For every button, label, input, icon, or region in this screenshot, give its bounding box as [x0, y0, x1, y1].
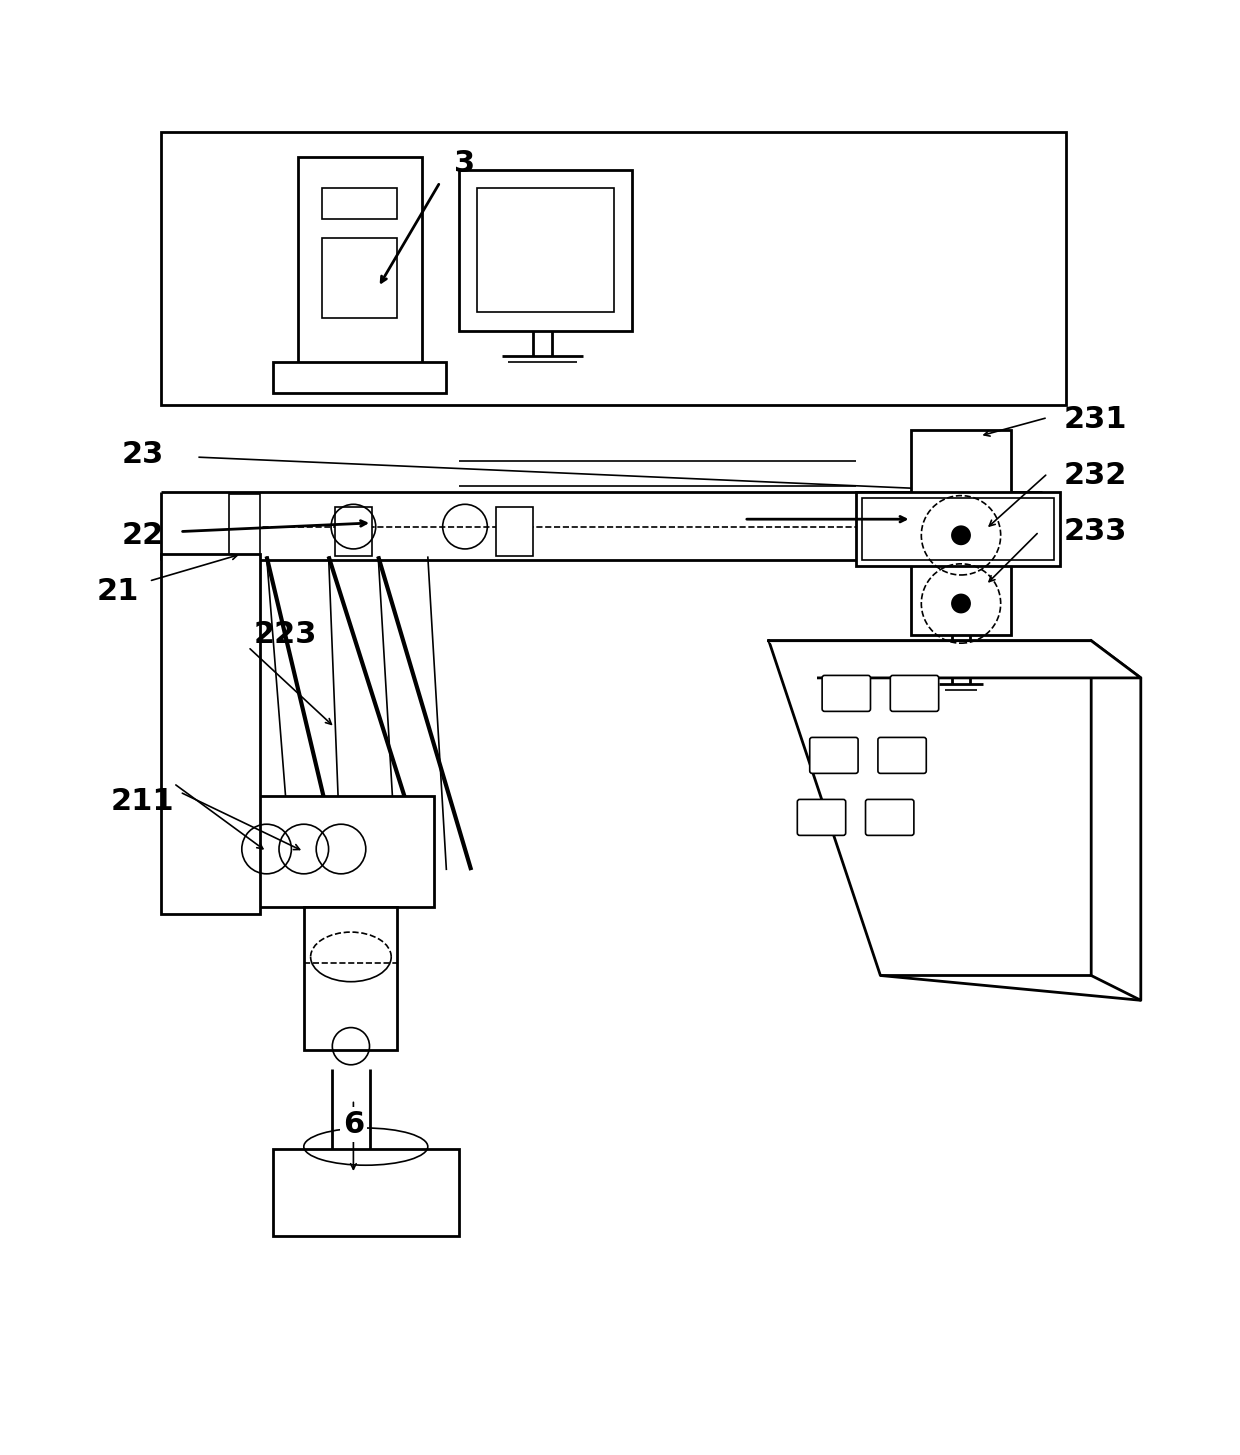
Bar — [335, 506, 372, 556]
Bar — [322, 188, 397, 220]
Bar — [242, 796, 434, 908]
Text: 6: 6 — [342, 1110, 365, 1139]
Polygon shape — [769, 640, 1091, 975]
Polygon shape — [1091, 640, 1141, 1000]
Bar — [322, 237, 397, 319]
Bar — [161, 554, 260, 914]
Bar — [862, 498, 1054, 560]
Bar — [856, 492, 1060, 566]
Bar — [477, 188, 614, 313]
Bar — [161, 132, 1066, 404]
Text: 22: 22 — [122, 521, 164, 550]
Bar — [304, 908, 397, 1051]
Text: 3: 3 — [454, 148, 476, 178]
FancyBboxPatch shape — [822, 675, 870, 711]
Bar — [298, 157, 422, 368]
Bar — [229, 495, 260, 556]
Text: 211: 211 — [110, 787, 175, 816]
Text: 223: 223 — [253, 620, 317, 649]
FancyBboxPatch shape — [866, 799, 914, 835]
Bar — [911, 429, 1011, 634]
Text: 23: 23 — [122, 441, 164, 469]
Text: 231: 231 — [1064, 406, 1127, 435]
Text: 232: 232 — [1064, 461, 1127, 490]
Circle shape — [951, 594, 971, 614]
Polygon shape — [769, 640, 1141, 678]
Circle shape — [951, 525, 971, 546]
FancyBboxPatch shape — [810, 738, 858, 774]
FancyBboxPatch shape — [797, 799, 846, 835]
Bar — [496, 506, 533, 556]
Bar — [459, 169, 632, 330]
FancyBboxPatch shape — [890, 675, 939, 711]
Bar — [273, 1149, 459, 1235]
Text: 21: 21 — [97, 576, 139, 605]
FancyBboxPatch shape — [878, 738, 926, 774]
Bar — [273, 362, 446, 393]
Text: 233: 233 — [1064, 517, 1127, 546]
